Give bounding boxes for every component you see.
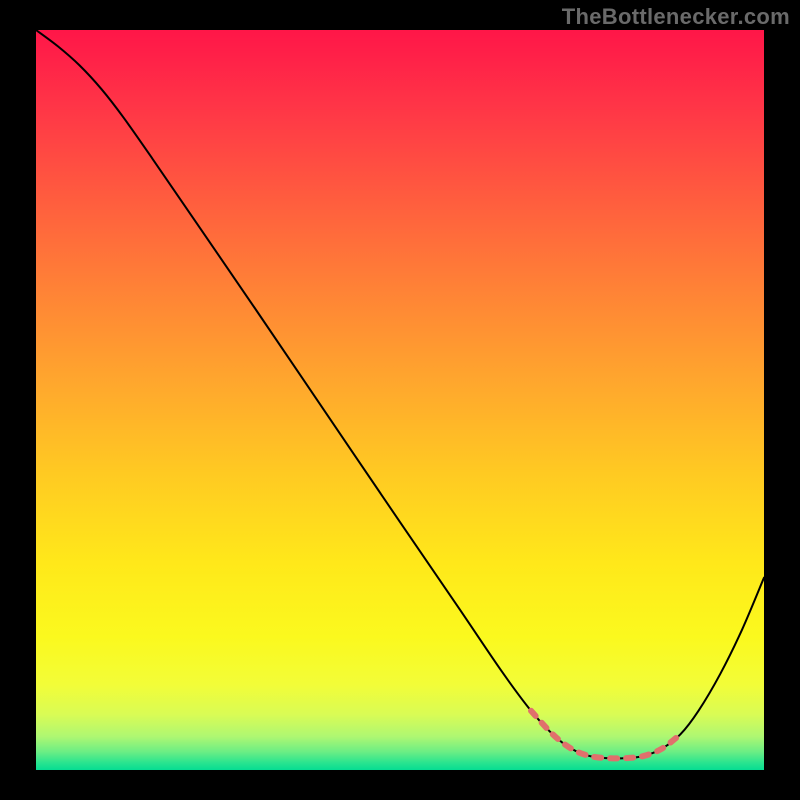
watermark-text: TheBottlenecker.com	[562, 4, 790, 30]
bottleneck-chart	[36, 30, 764, 770]
gradient-background	[36, 30, 764, 770]
plot-area	[36, 30, 764, 770]
chart-container: TheBottlenecker.com	[0, 0, 800, 800]
